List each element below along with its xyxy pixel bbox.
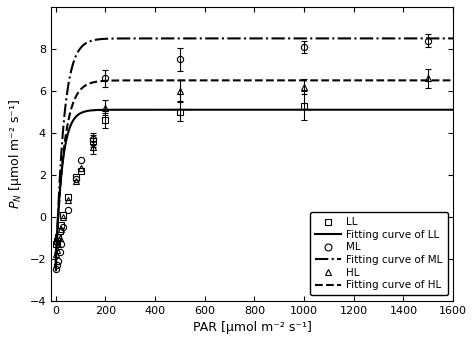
X-axis label: PAR [μmol m⁻² s⁻¹]: PAR [μmol m⁻² s⁻¹] (192, 321, 311, 334)
Legend: LL, Fitting curve of LL, ML, Fitting curve of ML, HL, Fitting curve of HL: LL, Fitting curve of LL, ML, Fitting cur… (310, 212, 448, 295)
Y-axis label: $P_N$ [μmol m⁻² s⁻¹]: $P_N$ [μmol m⁻² s⁻¹] (7, 99, 24, 209)
